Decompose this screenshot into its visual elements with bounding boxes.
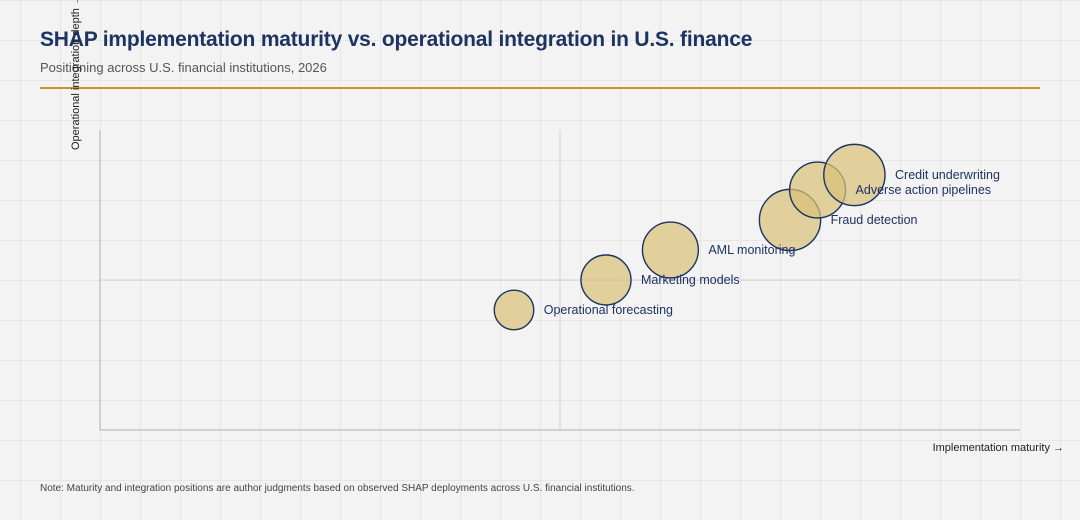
bubble-label-aml-monitoring: AML monitoring [708, 243, 795, 257]
bubble-operational-forecasting[interactable] [493, 289, 535, 331]
chart-title: SHAP implementation maturity vs. operati… [40, 28, 753, 51]
bubble-label-marketing-models: Marketing models [641, 273, 740, 287]
chart-subtitle: Positioning across U.S. financial instit… [40, 60, 327, 75]
y-axis-label: Operational integration depth → [70, 0, 82, 150]
bubble-label-adverse-action-pipelines: Adverse action pipelines [856, 183, 992, 197]
bubble-marketing-models[interactable] [580, 254, 632, 306]
x-axis-label: Implementation maturity → [933, 442, 1064, 454]
bubble-label-fraud-detection: Fraud detection [831, 213, 918, 227]
chart-axes [99, 130, 1020, 431]
bubble-labels: Operational forecasting Marketing models A… [544, 168, 1000, 317]
bubble-credit-underwriting[interactable] [823, 143, 886, 207]
bubble-label-credit-underwriting: Credit underwriting [895, 168, 1000, 182]
bubble-aml-monitoring[interactable] [641, 221, 700, 279]
bubble-series [493, 143, 886, 331]
title-divider [40, 87, 1040, 89]
footnote: Note: Maturity and integration positions… [40, 483, 635, 494]
bubble-label-operational-forecasting: Operational forecasting [544, 303, 673, 317]
